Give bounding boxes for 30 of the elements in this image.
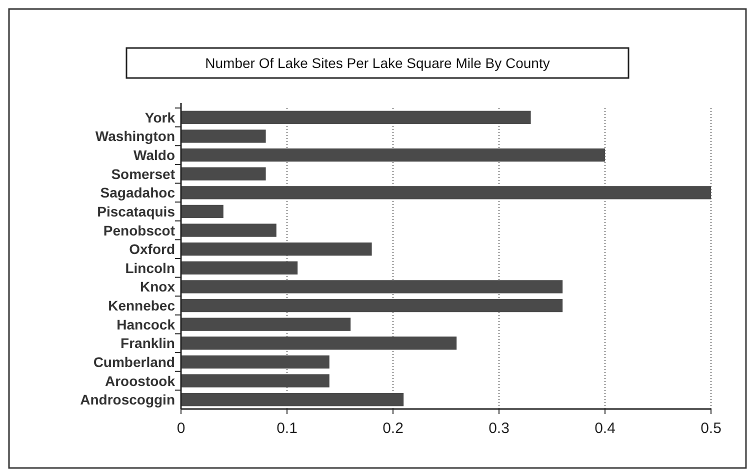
y-tick-label: Knox [140, 278, 176, 295]
x-tick-label: 0.2 [382, 420, 404, 437]
bar [181, 204, 224, 218]
x-tick-label: 0 [176, 420, 186, 437]
y-tick-label: Washington [95, 128, 175, 144]
x-tick-label: 0.3 [488, 420, 510, 437]
y-tick-label: Aroostook [105, 372, 176, 389]
y-tick-label: Penobscot [103, 222, 176, 238]
bar [181, 130, 266, 143]
y-tick-label: Cumberland [93, 354, 175, 370]
bar [181, 318, 351, 331]
y-tick-label: Kennebec [108, 298, 176, 314]
y-tick-label: Waldo [134, 147, 175, 164]
y-tick-label: York [144, 109, 176, 126]
chart-title: Number Of Lake Sites Per Lake Square Mile By County [205, 55, 550, 71]
bar [181, 224, 276, 237]
y-tick-label: Oxford [129, 241, 175, 258]
y-tick-label: Sagadahoc [100, 184, 176, 201]
y-tick-label: Franklin [120, 335, 175, 352]
y-tick-label: Androscoggin [80, 392, 175, 408]
y-tick-label: Piscataquis [97, 203, 176, 220]
y-tick-label: Hancock [116, 316, 176, 332]
bar [181, 393, 404, 406]
x-tick-label: 0.5 [700, 420, 722, 437]
bar [181, 110, 531, 124]
y-tick-label: Lincoln [125, 260, 175, 276]
bar [181, 167, 266, 180]
y-tick-label: Somerset [111, 166, 176, 182]
x-tick-label: 0.4 [594, 420, 616, 437]
x-tick-label: 0.1 [276, 420, 298, 437]
